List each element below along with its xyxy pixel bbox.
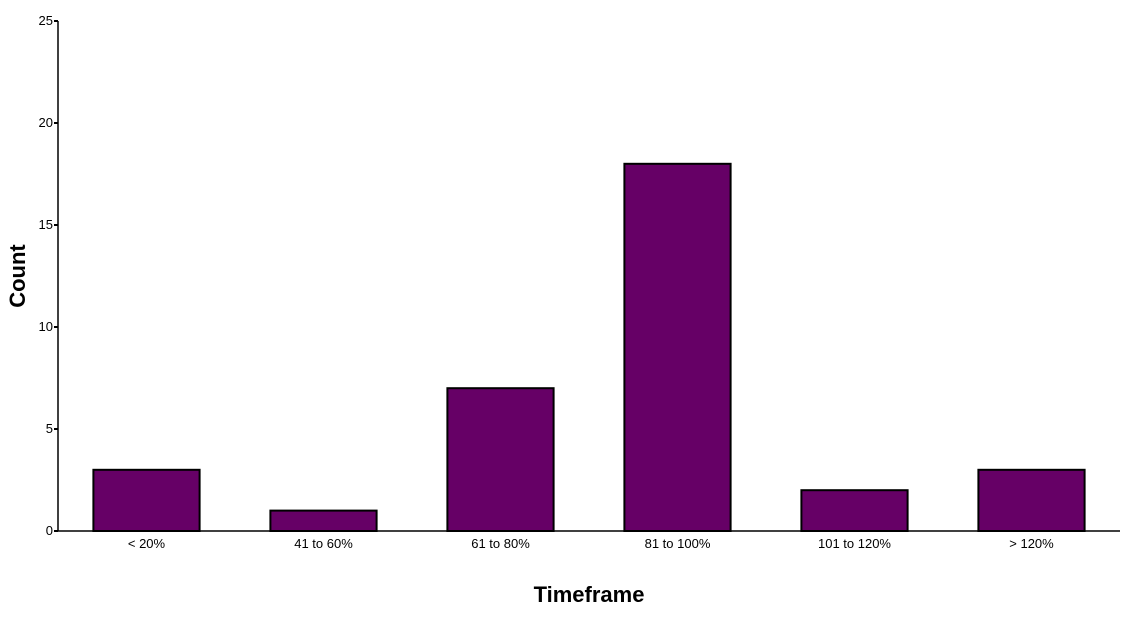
- y-tick-label-3: 15: [39, 217, 53, 232]
- bars-group: [92, 162, 1086, 533]
- x-axis: < 20% 41 to 60% 61 to 80% 81 to 100% 101 to …: [58, 530, 1120, 551]
- x-tick-label-3: 81 to 100%: [645, 536, 711, 551]
- x-axis-title: Timeframe: [534, 582, 645, 607]
- x-tick-label-4: 101 to 120%: [818, 536, 891, 551]
- y-axis: 0 5 10 15 20 25: [39, 13, 59, 538]
- bar-4: [800, 489, 909, 533]
- y-tick-label-4: 20: [39, 115, 53, 130]
- bar-3: [623, 162, 732, 533]
- x-tick-label-5: > 120%: [1009, 536, 1054, 551]
- x-tick-label-1: 41 to 60%: [294, 536, 353, 551]
- y-axis-title: Count: [5, 244, 30, 308]
- y-tick-label-0: 0: [46, 523, 53, 538]
- bar-1: [269, 509, 378, 533]
- bar-2: [446, 387, 555, 533]
- y-tick-label-5: 25: [39, 13, 53, 28]
- y-tick-label-1: 5: [46, 421, 53, 436]
- x-tick-label-2: 61 to 80%: [471, 536, 530, 551]
- bar-0: [92, 468, 201, 532]
- y-tick-label-2: 10: [39, 319, 53, 334]
- bar-5: [977, 468, 1086, 532]
- x-tick-label-0: < 20%: [128, 536, 166, 551]
